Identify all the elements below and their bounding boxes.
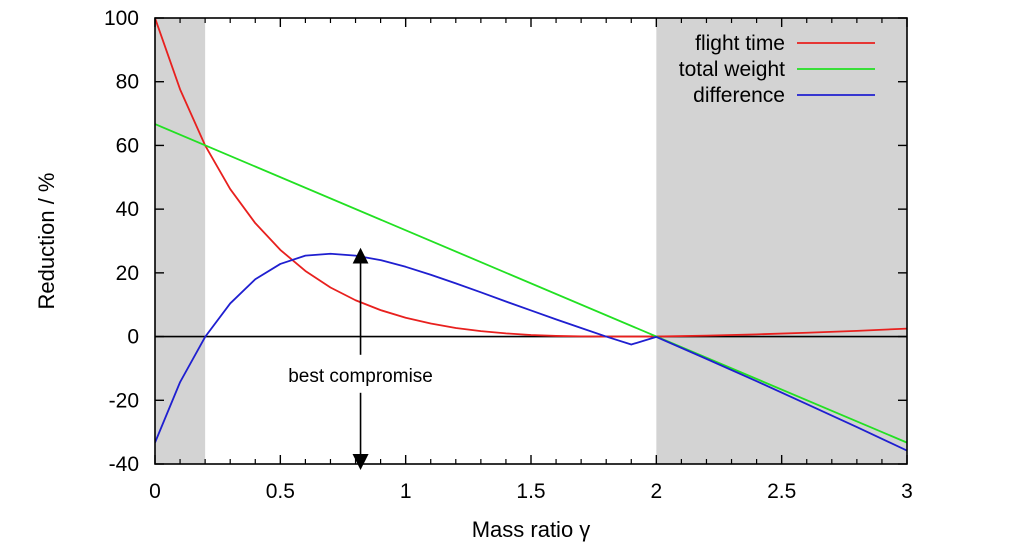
x-tick-label: 0.5 [266,480,295,503]
legend: flight time total weight difference [679,32,875,107]
legend-label-total-weight: total weight [679,58,785,81]
shaded-region-0 [155,18,206,464]
annotation-layer: best compromise [288,247,433,470]
y-tick-label: 0 [127,326,139,349]
y-axis-title: Reduction / % [34,173,59,310]
x-tick-label: 1.5 [516,480,545,503]
x-tick-label: 3 [901,480,913,503]
y-tick-label: 40 [116,198,139,221]
series-line-difference [155,252,907,452]
y-tick-label: 60 [116,134,139,157]
y-tick-label: 20 [116,262,139,285]
legend-label-flight-time: flight time [695,32,785,55]
y-tick-label: -40 [109,453,139,476]
x-axis-title: Mass ratio γ [472,517,591,542]
shaded-regions [155,18,907,464]
series-line-flight-time [155,18,907,338]
annotation-label: best compromise [288,366,433,387]
x-tick-label: 2.5 [767,480,796,503]
y-tick-label: 100 [104,7,139,30]
x-tick-label: 1 [400,480,412,503]
y-tick-label: 80 [116,71,139,94]
x-tick-label: 0 [149,480,161,503]
legend-label-difference: difference [693,84,785,107]
series-line-total-weight [155,123,907,444]
x-tick-label: 2 [650,480,662,503]
y-tick-label: -20 [109,389,139,412]
ticks: 0 0.5 1 1.5 2 2.5 3 -40 -20 0 20 40 60 80 100 [104,7,913,503]
series-layer [155,18,907,452]
